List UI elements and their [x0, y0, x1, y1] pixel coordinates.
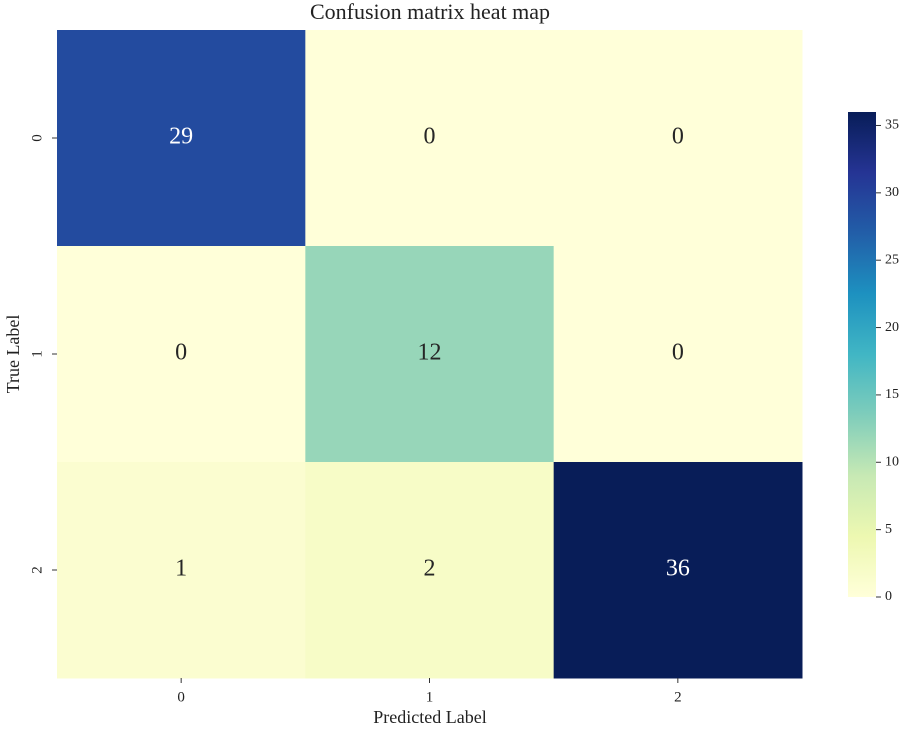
y-tick-label: 0: [29, 134, 45, 142]
heatmap-cell: [553, 30, 803, 247]
heatmap-cell: [57, 462, 306, 679]
x-tick-label: 2: [674, 689, 682, 705]
cell-label: 29: [169, 124, 193, 150]
y-tick-label: 2: [29, 566, 45, 574]
colorbar-tick-label: 0: [885, 589, 892, 604]
cell-label: 2: [424, 556, 436, 582]
y-axis-label: True Label: [3, 315, 23, 394]
heatmap-cell: [305, 462, 555, 679]
colorbar-tick-label: 30: [885, 185, 899, 200]
heatmap-cell: [57, 246, 306, 463]
colorbar-tick-label: 25: [885, 252, 899, 267]
colorbar-tick-label: 35: [885, 118, 899, 133]
heatmap-cell: [553, 462, 803, 679]
cell-label: 0: [672, 124, 684, 150]
cell-label: 0: [175, 340, 187, 366]
heatmap-cell: [553, 246, 803, 463]
colorbar-tick-label: 5: [885, 522, 892, 537]
colorbar-tick-label: 10: [885, 454, 899, 469]
cell-label: 36: [666, 556, 690, 582]
cell-label: 0: [672, 340, 684, 366]
colorbar-tick-label: 15: [885, 387, 899, 402]
chart-title: Confusion matrix heat map: [310, 0, 550, 24]
y-tick-label: 1: [29, 350, 45, 358]
cell-label: 12: [418, 340, 442, 366]
cell-label: 0: [424, 124, 436, 150]
heatmap-cell: [305, 246, 555, 463]
heatmap-cell: [305, 30, 555, 247]
colorbar: [848, 112, 876, 597]
x-axis-label: Predicted Label: [373, 707, 486, 727]
x-tick-label: 1: [426, 689, 434, 705]
x-tick-label: 0: [177, 689, 185, 705]
cell-label: 1: [175, 556, 187, 582]
heatmap-cell: [57, 30, 306, 247]
colorbar-tick-label: 20: [885, 320, 899, 335]
